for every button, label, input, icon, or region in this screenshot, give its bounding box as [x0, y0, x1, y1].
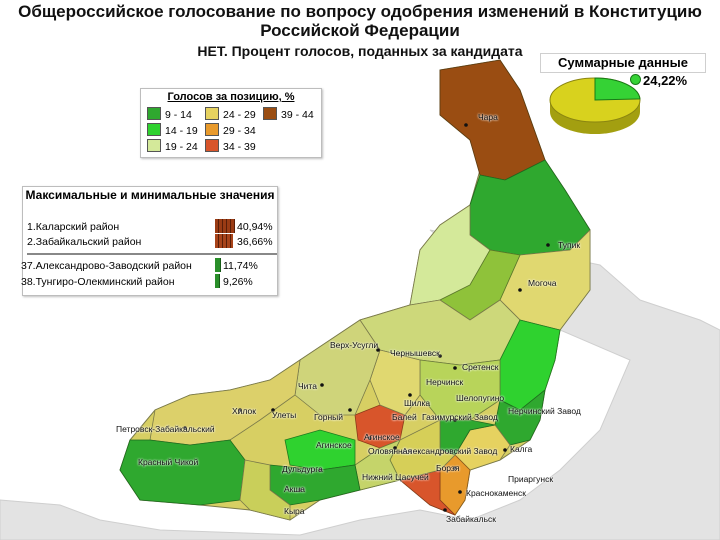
max-row: 2.Забайкальский район [27, 236, 141, 248]
map-label: Сретенск [462, 362, 499, 372]
min-row-label: 37.Александрово-Заводский район [21, 260, 192, 272]
map-label: Нижний Цасучей [362, 472, 429, 482]
legend: Голосов за позицию, % 9 - 14 14 - 19 19 … [140, 88, 322, 158]
legend-swatch-icon [205, 139, 219, 152]
map-label: Кыра [284, 506, 305, 516]
max-bar-icon [215, 234, 233, 248]
page-subtitle: НЕТ. Процент голосов, поданных за кандид… [197, 43, 523, 59]
legend-title: Голосов за позицию, % [167, 91, 295, 103]
map-label: Нерчинск [426, 377, 464, 387]
map-label: Шилка [404, 398, 431, 408]
minmax-title: Максимальные и минимальные значения [25, 188, 275, 202]
map-label: Калга [510, 444, 533, 454]
minmax-panel: Максимальные и минимальные значения 1.Ка… [21, 186, 278, 296]
district-kyra[interactable] [239, 459, 291, 521]
legend-label: 14 - 19 [165, 125, 198, 137]
max-row-label: 1.Каларский район [27, 221, 120, 233]
map-label: Краснокаменск [466, 488, 526, 498]
legend-item: 39 - 44 [263, 107, 314, 121]
legend-swatch-icon [147, 139, 161, 152]
map-label: Нерчинский Завод [508, 406, 581, 416]
map-label: Акша [284, 484, 305, 494]
min-row: 37.Александрово-Заводский район [21, 260, 192, 272]
map-label: Забайкальск [446, 514, 496, 524]
legend-item: 34 - 39 [205, 139, 256, 153]
legend-label: 34 - 39 [223, 141, 256, 153]
min-row-value: 9,26% [223, 276, 253, 288]
district-chita[interactable] [294, 319, 381, 416]
map-label: Красный Чикой [138, 457, 199, 467]
min-row-value: 11,74% [223, 260, 258, 272]
map-label: Чернышевск [390, 348, 440, 358]
max-row: 1.Каларский район [27, 221, 119, 233]
legend-item: 24 - 29 [205, 107, 256, 121]
map-label: Улеты [272, 410, 297, 420]
map-label: Тупик [558, 240, 581, 250]
district-krasny-chikoy[interactable] [119, 439, 246, 506]
page-title: Общероссийское голосование по вопросу од… [18, 2, 702, 40]
separator [27, 253, 277, 255]
legend-label: 9 - 14 [165, 109, 192, 121]
map-label: Агинское [364, 432, 400, 442]
legend-item: 9 - 14 [147, 107, 192, 121]
legend-swatch-icon [205, 123, 219, 136]
summary-title: Суммарные данные [540, 53, 706, 73]
map-label: Дульдурга [282, 464, 323, 474]
legend-item: 29 - 34 [205, 123, 256, 137]
settlement-dots [183, 123, 550, 512]
legend-label: 24 - 29 [223, 109, 256, 121]
min-row: 38.Тунгиро-Олекминский район [21, 276, 175, 288]
map-label: Чита [298, 381, 317, 391]
legend-swatch-icon [147, 123, 161, 136]
map-label: Приаргунск [508, 474, 554, 484]
legend-label: 29 - 34 [223, 125, 256, 137]
legend-item: 14 - 19 [147, 123, 198, 137]
map-label: Верх-Усугли [330, 340, 379, 350]
map-label: Могоча [528, 278, 557, 288]
map-label: Борзя [436, 463, 460, 473]
summary-dot-icon [630, 74, 641, 85]
legend-swatch-icon [147, 107, 161, 120]
max-row-label: 2.Забайкальский район [27, 236, 142, 248]
summary-value: 24,22% [630, 73, 688, 88]
min-bar-icon [215, 258, 221, 272]
map-label: Петровск-Забайкальский [116, 424, 215, 434]
district-gazimur[interactable] [419, 359, 501, 421]
legend-item: 19 - 24 [147, 139, 198, 153]
max-row-value: 40,94% [237, 221, 273, 233]
legend-label: 19 - 24 [165, 141, 198, 153]
max-row-value: 36,66% [237, 236, 273, 248]
map-label: Агинское [316, 440, 352, 450]
map-label: Горный [314, 412, 344, 422]
min-row-label: 38.Тунгиро-Олекминский район [21, 276, 175, 288]
map-label: Александровский Завод [402, 446, 498, 456]
map-label: Хилок [232, 406, 256, 416]
map-label: Чара [478, 112, 498, 122]
min-bar-icon [215, 274, 220, 288]
legend-swatch-icon [205, 107, 219, 120]
map-label: Шелопугино [456, 393, 505, 403]
map-label: Оловянная [368, 446, 413, 456]
summary-value-label: 24,22% [643, 73, 688, 88]
legend-label: 39 - 44 [281, 109, 314, 121]
summary-pie [549, 77, 641, 134]
map-label: Балей [392, 412, 417, 422]
max-bar-icon [215, 219, 235, 233]
map-label: Газимурский Завод [422, 412, 498, 422]
legend-swatch-icon [263, 107, 277, 120]
